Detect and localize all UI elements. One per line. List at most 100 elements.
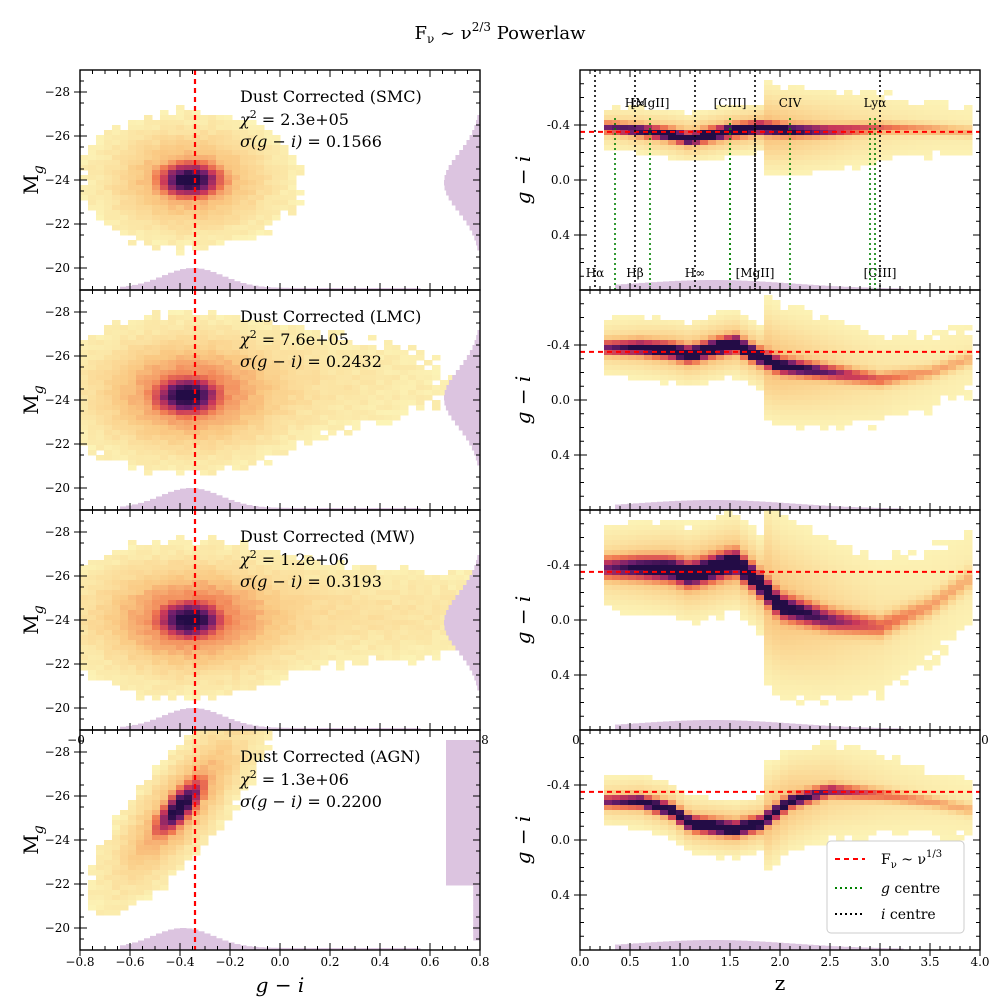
density-cell xyxy=(208,735,217,741)
density-cell xyxy=(392,590,401,596)
density-cell xyxy=(336,590,345,596)
density-cell xyxy=(248,425,257,431)
density-cell xyxy=(120,835,129,841)
density-cell xyxy=(628,145,637,151)
density-cell xyxy=(208,640,217,646)
density-cell xyxy=(344,595,353,601)
hist-bar xyxy=(735,280,742,290)
density-cell xyxy=(636,125,645,131)
density-cell xyxy=(424,585,433,591)
density-cell xyxy=(272,450,281,456)
density-cell xyxy=(248,375,257,381)
density-cell xyxy=(208,805,217,811)
density-cell xyxy=(192,545,201,551)
density-cell xyxy=(96,620,105,626)
density-cell xyxy=(256,665,265,671)
density-cell xyxy=(200,650,209,656)
density-cell xyxy=(280,175,289,181)
density-cell xyxy=(224,225,233,231)
density-cell xyxy=(96,860,105,866)
density-cell xyxy=(432,575,441,581)
density-cell xyxy=(612,325,621,331)
density-cell xyxy=(160,640,169,646)
density-cell xyxy=(176,600,185,606)
density-cell xyxy=(272,435,281,441)
density-cell xyxy=(344,340,353,346)
density-cell xyxy=(336,615,345,621)
density-cell xyxy=(392,595,401,601)
density-cell xyxy=(644,150,653,156)
density-cell xyxy=(168,790,177,796)
density-cell xyxy=(288,655,297,661)
density-cell xyxy=(120,180,129,186)
density-cell xyxy=(280,200,289,206)
density-cell xyxy=(208,595,217,601)
density-cell xyxy=(932,130,941,136)
density-cell xyxy=(176,615,185,621)
density-cell xyxy=(96,600,105,606)
x-tick-label: 0.4 xyxy=(370,955,389,969)
density-cell xyxy=(620,110,629,116)
density-cell xyxy=(176,850,185,856)
density-cell xyxy=(644,140,653,146)
density-cell xyxy=(192,595,201,601)
hist-bar xyxy=(366,948,373,950)
density-cell xyxy=(152,845,161,851)
density-cell xyxy=(200,220,209,226)
hist-bar xyxy=(455,155,480,161)
density-cell xyxy=(216,395,225,401)
density-cell xyxy=(828,110,837,116)
density-cell xyxy=(344,605,353,611)
hist-bar xyxy=(390,948,397,950)
density-cell xyxy=(280,375,289,381)
density-cell xyxy=(160,320,169,326)
density-cell xyxy=(160,665,169,671)
density-cell xyxy=(192,240,201,246)
density-cell xyxy=(440,390,449,396)
density-cell xyxy=(788,110,797,116)
emission-line-label: H∞ xyxy=(685,266,705,280)
density-cell xyxy=(668,125,677,131)
hist-bar xyxy=(276,287,283,290)
density-cell xyxy=(168,625,177,631)
density-cell xyxy=(828,100,837,106)
density-cell xyxy=(384,370,393,376)
density-cell xyxy=(88,895,97,901)
density-cell xyxy=(136,135,145,141)
density-cell xyxy=(224,795,233,801)
density-cell xyxy=(200,760,209,766)
density-cell xyxy=(448,590,457,596)
density-cell xyxy=(796,105,805,111)
density-cell xyxy=(772,100,781,106)
density-cell xyxy=(756,115,765,121)
density-cell xyxy=(344,375,353,381)
density-cell xyxy=(296,605,305,611)
density-cell xyxy=(232,395,241,401)
density-cell xyxy=(144,665,153,671)
density-cell xyxy=(716,155,725,161)
density-cell xyxy=(676,145,685,151)
density-cell xyxy=(224,545,233,551)
density-cell xyxy=(852,150,861,156)
density-cell xyxy=(448,585,457,591)
density-cell xyxy=(80,395,89,401)
density-cell xyxy=(176,565,185,571)
density-cell xyxy=(192,550,201,556)
density-cell xyxy=(384,615,393,621)
density-cell xyxy=(112,885,121,891)
hist-bar xyxy=(444,185,480,191)
density-cell xyxy=(740,150,749,156)
hist-bar xyxy=(168,929,175,950)
density-cell xyxy=(160,660,169,666)
density-cell xyxy=(136,130,145,136)
density-cell xyxy=(216,340,225,346)
density-cell xyxy=(136,840,145,846)
density-cell xyxy=(192,400,201,406)
density-cell xyxy=(152,695,161,701)
density-cell xyxy=(240,590,249,596)
hist-bar xyxy=(477,115,480,121)
density-cell xyxy=(812,140,821,146)
density-cell xyxy=(280,170,289,176)
density-cell xyxy=(328,410,337,416)
density-cell xyxy=(272,405,281,411)
